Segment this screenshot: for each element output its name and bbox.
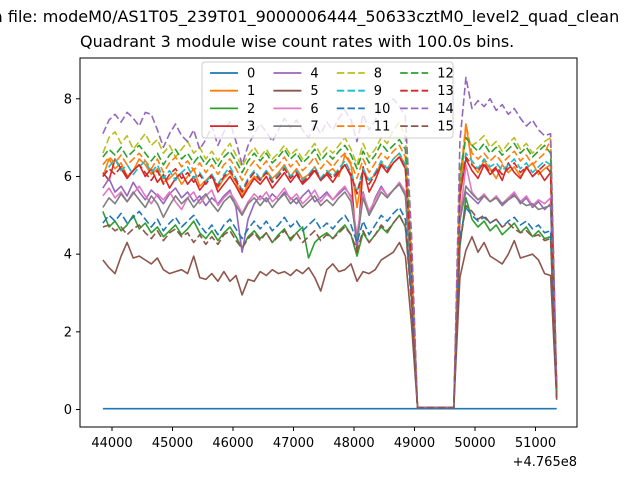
legend-label-4: 4: [310, 67, 318, 82]
x-tick-label: 45000: [152, 436, 193, 451]
legend-label-12: 12: [437, 67, 454, 82]
series-line-5: [102, 235, 558, 409]
legend-label-2: 2: [247, 102, 255, 117]
legend-label-15: 15: [437, 120, 454, 135]
x-tick-label: 49000: [394, 436, 435, 451]
figure-suptitle: a file: modeM0/AS1T05_239T01_9000006444_…: [0, 7, 620, 26]
legend-label-6: 6: [310, 102, 318, 117]
legend-label-14: 14: [437, 102, 454, 117]
x-tick-label: 48000: [333, 436, 374, 451]
legend-label-0: 0: [247, 67, 255, 82]
series-line-11: [102, 123, 558, 409]
legend-label-7: 7: [310, 120, 318, 135]
series-line-2: [102, 197, 558, 409]
series-line-7: [102, 183, 558, 409]
legend-label-10: 10: [374, 102, 391, 117]
legend-label-1: 1: [247, 84, 255, 99]
series-line-4: [102, 177, 558, 409]
series-line-10: [102, 206, 558, 409]
series-line-15: [102, 204, 558, 409]
x-axis-offset-label: +4.765e8: [513, 455, 577, 470]
series-line-9: [102, 152, 558, 409]
y-tick-label: 0: [64, 403, 72, 418]
series-line-13: [102, 156, 558, 409]
legend-box: [201, 61, 454, 139]
legend-label-9: 9: [374, 84, 382, 99]
series-line-12: [102, 136, 558, 409]
y-tick-label: 4: [64, 248, 72, 263]
legend-label-8: 8: [374, 67, 382, 82]
axes-spines: [79, 57, 578, 428]
legend-label-3: 3: [247, 120, 255, 135]
legend-label-13: 13: [437, 84, 454, 99]
y-tick-label: 8: [64, 92, 72, 107]
series-line-3: [102, 156, 558, 409]
x-tick-label: 50000: [454, 436, 495, 451]
x-tick-label: 46000: [212, 436, 253, 451]
y-tick-label: 6: [64, 170, 72, 185]
series-line-6: [102, 164, 558, 409]
x-tick-label: 51000: [515, 436, 556, 451]
series-line-8: [102, 121, 558, 409]
y-tick-label: 2: [64, 325, 72, 340]
axes-title: Quadrant 3 module wise count rates with …: [80, 32, 515, 51]
legend-label-11: 11: [374, 120, 391, 135]
legend-label-5: 5: [310, 84, 318, 99]
x-tick-label: 47000: [273, 436, 314, 451]
x-tick-label: 44000: [91, 436, 132, 451]
